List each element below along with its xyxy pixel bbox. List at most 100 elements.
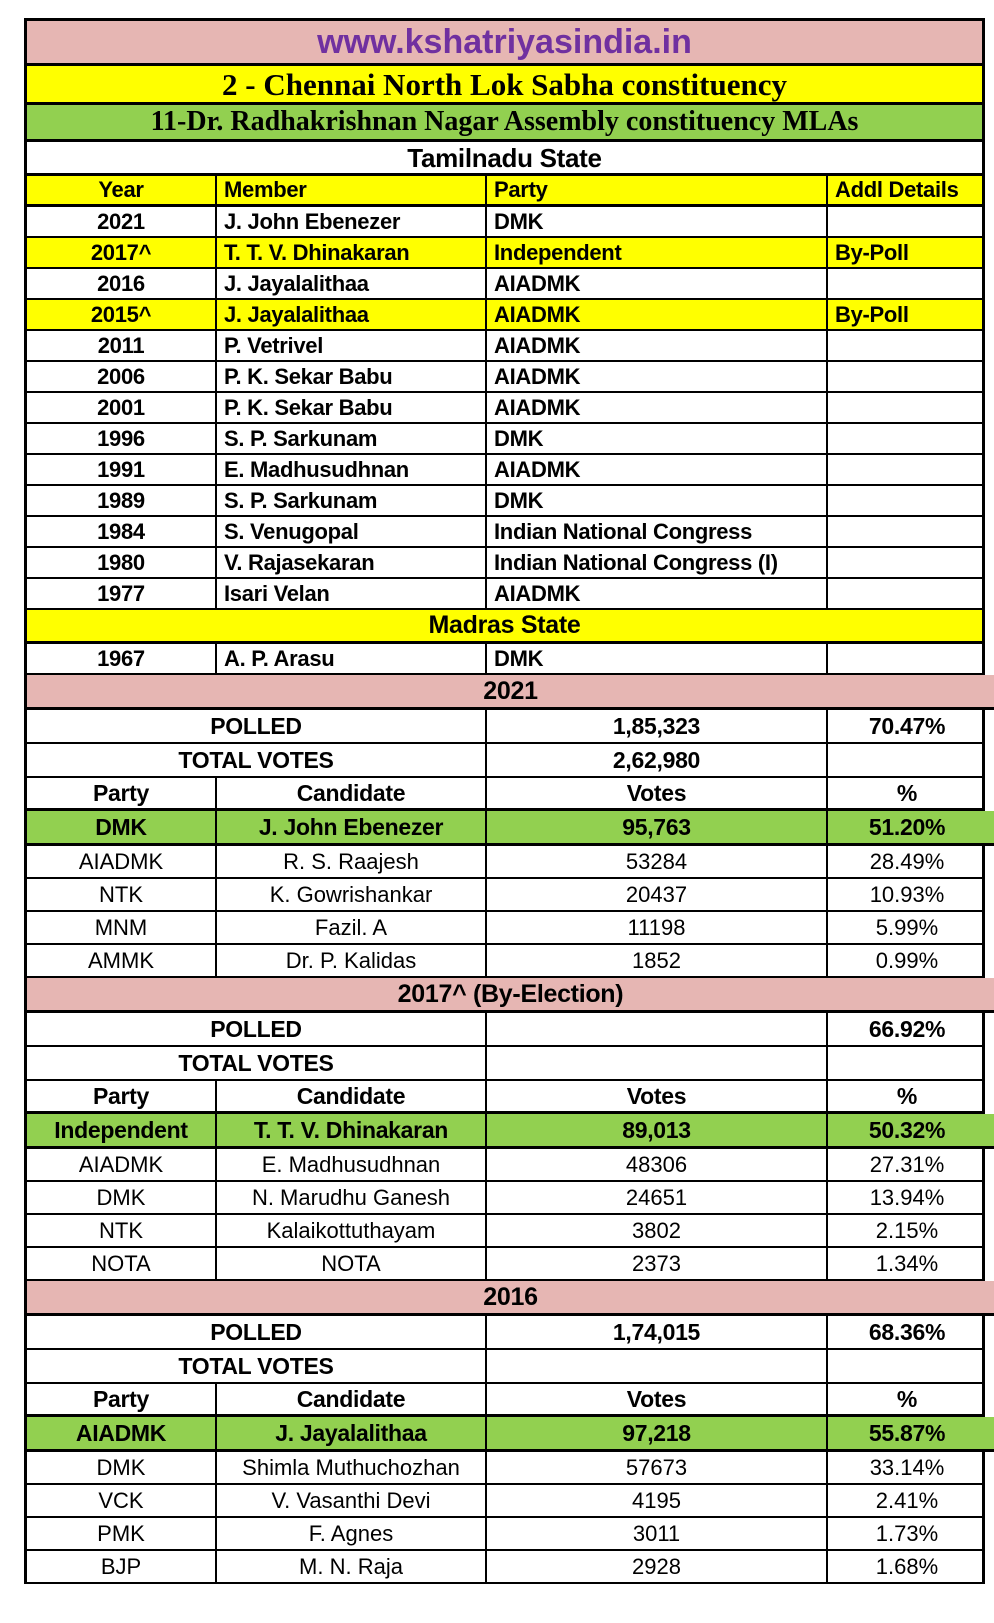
mla-party-cell: AIADMK [485, 393, 826, 422]
mla-member-cell: S. P. Sarkunam [215, 424, 485, 453]
result-candidate-cell: Fazil. A [215, 912, 485, 943]
result-candidate-cell: Dr. P. Kalidas [215, 945, 485, 976]
results-header-row: Party Candidate Votes% [24, 1384, 985, 1417]
results-header-pct: % [826, 1384, 986, 1414]
results-header-votes: Votes [485, 1081, 826, 1111]
polled-label: POLLED [210, 1318, 302, 1345]
polled-pct-cell: 68.36% [826, 1316, 986, 1348]
total-votes-cell: 2,62,980 [485, 744, 826, 776]
polled-row: POLLED 1,85,323 70.47% [24, 710, 985, 744]
assembly-subtitle-band: 11-Dr. Radhakrishnan Nagar Assembly cons… [24, 105, 985, 142]
polled-pct-cell: 70.47% [826, 710, 986, 742]
mla-year-cell: 2011 [97, 332, 145, 358]
result-party-cell: DMK [96, 1184, 146, 1210]
madras-state-band: Madras State [24, 610, 985, 644]
polled-row: POLLED 66.92% [24, 1013, 985, 1047]
result-pct-cell: 1.68% [826, 1551, 986, 1582]
mla-addl-cell [826, 579, 986, 608]
result-votes-cell: 1852 [485, 945, 826, 976]
results-header-candidate: Candidate [215, 1384, 485, 1414]
result-row: DMK N. Marudhu Ganesh 24651 13.94% [24, 1182, 985, 1215]
polled-votes-cell [485, 1013, 826, 1045]
total-pct-cell [826, 1350, 986, 1382]
result-votes-cell: 97,218 [485, 1417, 826, 1449]
mla-party-cell: DMK [485, 486, 826, 515]
result-candidate-cell: E. Madhusudhnan [215, 1149, 485, 1180]
winner-result-row: AIADMK J. Jayalalithaa 97,218 55.87% [24, 1417, 994, 1452]
result-pct-cell: 2.41% [826, 1485, 986, 1516]
result-party-cell: MNM [94, 914, 148, 940]
result-party-cell: DMK [96, 1454, 146, 1480]
winner-result-row: DMK J. John Ebenezer 95,763 51.20% [24, 811, 994, 846]
mla-row: 1977 Isari Velan AIADMK [24, 579, 985, 610]
result-candidate-cell: V. Vasanthi Devi [215, 1485, 485, 1516]
mla-row: 2001 P. K. Sekar Babu AIADMK [24, 393, 985, 424]
mla-year-cell: 1989 [97, 487, 145, 513]
mla-party-cell: Indian National Congress [485, 517, 826, 546]
mla-year-cell: 1991 [97, 456, 145, 482]
mla-addl-cell [826, 362, 986, 391]
mla-year-cell: 2015^ [90, 301, 152, 327]
constituency-sheet: www.kshatriyasindia.in 2 - Chennai North… [24, 18, 994, 1584]
mla-row: 2015^ J. Jayalalithaa AIADMK By-Poll [24, 300, 985, 331]
result-votes-cell: 3802 [485, 1215, 826, 1246]
result-candidate-cell: R. S. Raajesh [215, 846, 485, 877]
mla-row: 2006 P. K. Sekar Babu AIADMK [24, 362, 985, 393]
mla-row: 1996 S. P. Sarkunam DMK [24, 424, 985, 455]
mla-addl-cell [826, 269, 986, 298]
result-votes-cell: 89,013 [485, 1114, 826, 1146]
result-party-cell: PMK [97, 1520, 145, 1546]
result-candidate-cell: T. T. V. Dhinakaran [215, 1114, 485, 1146]
mla-party-cell: AIADMK [485, 269, 826, 298]
mla-member-cell: E. Madhusudhnan [215, 455, 485, 484]
mla-party-cell: AIADMK [485, 455, 826, 484]
column-header-party: Party [485, 176, 826, 204]
result-pct-cell: 13.94% [826, 1182, 986, 1213]
result-row: NOTA NOTA 2373 1.34% [24, 1248, 985, 1281]
total-pct-cell [826, 744, 986, 776]
mla-year-cell: 1977 [97, 580, 145, 606]
result-party-cell: AIADMK [78, 848, 164, 874]
mla-member-cell: J. Jayalalithaa [215, 300, 485, 329]
result-candidate-cell: M. N. Raja [215, 1551, 485, 1582]
result-votes-cell: 2928 [485, 1551, 826, 1582]
result-party-cell: NTK [99, 881, 143, 907]
election-year-label: 2021 [483, 676, 538, 705]
result-candidate-cell: NOTA [215, 1248, 485, 1279]
results-header-party: Party [92, 1385, 150, 1412]
mla-addl-cell [826, 548, 986, 577]
mla-row: 2017^ T. T. V. Dhinakaran Independent By-Po… [24, 238, 985, 269]
mla-member-cell: Isari Velan [215, 579, 485, 608]
result-votes-cell: 3011 [485, 1518, 826, 1549]
result-row: BJP M. N. Raja 2928 1.68% [24, 1551, 985, 1584]
winner-result-row: Independent T. T. V. Dhinakaran 89,013 50.3… [24, 1114, 994, 1149]
result-pct-cell: 10.93% [826, 879, 986, 910]
result-pct-cell: 0.99% [826, 945, 986, 976]
results-header-candidate: Candidate [215, 778, 485, 808]
mla-addl-cell: By-Poll [826, 238, 986, 267]
result-row: VCK V. Vasanthi Devi 4195 2.41% [24, 1485, 985, 1518]
result-pct-cell: 33.14% [826, 1452, 986, 1483]
results-header-votes: Votes [485, 1384, 826, 1414]
page-title: 2 - Chennai North Lok Sabha constituency [222, 66, 787, 102]
result-candidate-cell: K. Gowrishankar [215, 879, 485, 910]
polled-label: POLLED [210, 712, 302, 739]
result-row: AIADMK R. S. Raajesh 53284 28.49% [24, 846, 985, 879]
mla-addl-cell: By-Poll [826, 300, 986, 329]
mla-member-cell: V. Rajasekaran [215, 548, 485, 577]
result-candidate-cell: F. Agnes [215, 1518, 485, 1549]
result-row: PMK F. Agnes 3011 1.73% [24, 1518, 985, 1551]
mla-addl-cell [826, 486, 986, 515]
mla-table-header: Year Member Party Addl Details [24, 176, 985, 207]
mla-addl-cell [826, 455, 986, 484]
mla-row: 1991 E. Madhusudhnan AIADMK [24, 455, 985, 486]
result-party-cell: BJP [100, 1553, 142, 1579]
polled-pct-cell: 66.92% [826, 1013, 986, 1045]
result-party-cell: AIADMK [75, 1419, 167, 1446]
madras-table-body: 1967 A. P. Arasu DMK [24, 644, 994, 675]
mla-row: 1967 A. P. Arasu DMK [24, 644, 985, 675]
results-header-candidate: Candidate [215, 1081, 485, 1111]
result-row: NTK K. Gowrishankar 20437 10.93% [24, 879, 985, 912]
mla-row: 1984 S. Venugopal Indian National Congress [24, 517, 985, 548]
polled-votes-cell: 1,85,323 [485, 710, 826, 742]
